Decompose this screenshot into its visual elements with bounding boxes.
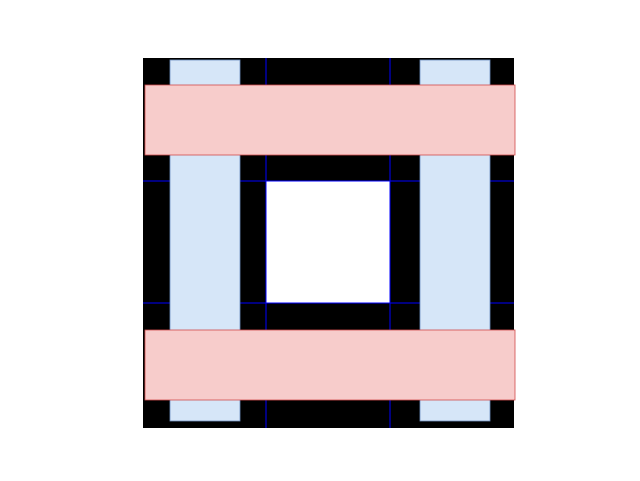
bottom-horizontal-strip <box>144 329 516 401</box>
center-white-square <box>266 181 390 303</box>
top-horizontal-strip <box>144 84 516 156</box>
